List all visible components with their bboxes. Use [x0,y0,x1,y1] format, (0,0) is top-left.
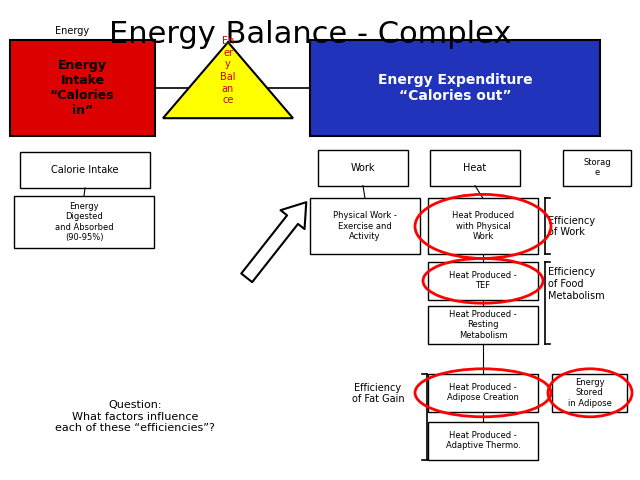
Text: Energy: Energy [55,26,89,36]
Text: Heat Produced -
TEF: Heat Produced - TEF [449,271,517,290]
FancyBboxPatch shape [14,196,154,248]
Text: Efficiency
of Food
Metabolism: Efficiency of Food Metabolism [548,267,605,300]
Text: Efficiency
of Work: Efficiency of Work [548,216,595,237]
Text: Heat Produced -
Adaptive Thermo.: Heat Produced - Adaptive Thermo. [445,431,520,451]
FancyBboxPatch shape [310,40,600,136]
Text: Energy
Intake
“Calories
in”: Energy Intake “Calories in” [50,59,115,117]
Text: Question:
What factors influence
each of these “efficiencies”?: Question: What factors influence each of… [55,400,215,433]
Text: Energy
Digested
and Absorbed
(90-95%): Energy Digested and Absorbed (90-95%) [54,202,113,242]
Text: Physical Work -
Exercise and
Activity: Physical Work - Exercise and Activity [333,212,397,241]
Text: Energy Expenditure
“Calories out”: Energy Expenditure “Calories out” [378,73,532,103]
Text: Work: Work [351,163,375,173]
FancyBboxPatch shape [428,373,538,412]
FancyBboxPatch shape [428,198,538,254]
FancyBboxPatch shape [318,150,408,186]
FancyBboxPatch shape [563,150,631,186]
Polygon shape [163,42,293,118]
FancyBboxPatch shape [20,152,150,188]
FancyBboxPatch shape [552,373,627,412]
FancyBboxPatch shape [428,421,538,460]
Text: Energy Balance - Complex: Energy Balance - Complex [109,20,511,49]
FancyArrowPatch shape [241,202,307,282]
Text: Efficiency
of Fat Gain: Efficiency of Fat Gain [352,383,404,404]
FancyBboxPatch shape [430,150,520,186]
Text: Heat Produced
with Physical
Work: Heat Produced with Physical Work [452,212,514,241]
Text: En
er
y: En er y [222,36,234,69]
FancyBboxPatch shape [428,262,538,300]
FancyBboxPatch shape [310,198,420,254]
Text: Calorie Intake: Calorie Intake [51,165,119,175]
FancyBboxPatch shape [10,40,155,136]
Text: Heat Produced -
Resting
Metabolism: Heat Produced - Resting Metabolism [449,310,517,340]
Text: Heat: Heat [463,163,486,173]
Text: Storag
e: Storag e [583,158,611,177]
Text: Bal
an
ce: Bal an ce [220,72,236,105]
Text: Heat Produced -
Adipose Creation: Heat Produced - Adipose Creation [447,383,519,403]
Text: Energy
Stored
in Adipose: Energy Stored in Adipose [568,378,611,408]
FancyBboxPatch shape [428,306,538,344]
